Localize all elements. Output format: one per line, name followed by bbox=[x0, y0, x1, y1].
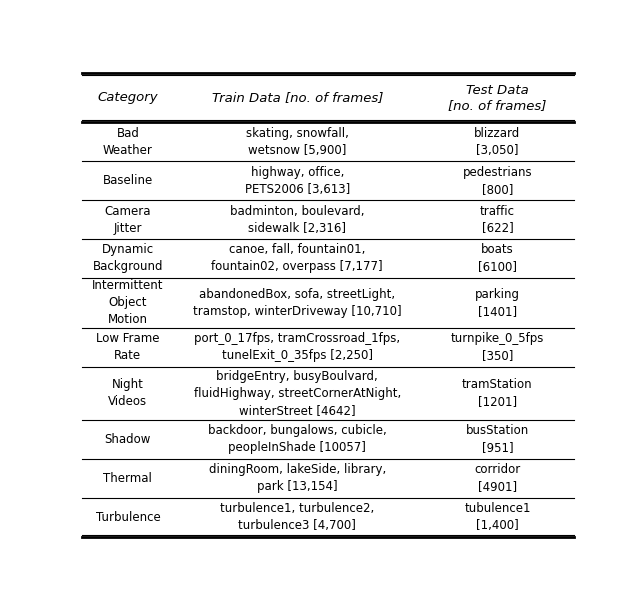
Text: Camera
Jitter: Camera Jitter bbox=[105, 205, 151, 234]
Text: canoe, fall, fountain01,
fountain02, overpass [7,177]: canoe, fall, fountain01, fountain02, ove… bbox=[211, 243, 383, 274]
Text: Low Frame
Rate: Low Frame Rate bbox=[96, 332, 159, 362]
Text: Intermittent
Object
Motion: Intermittent Object Motion bbox=[92, 280, 164, 326]
Text: turnpike_0_5fps
[350]: turnpike_0_5fps [350] bbox=[451, 332, 544, 362]
Text: Test Data
[no. of frames]: Test Data [no. of frames] bbox=[448, 84, 547, 112]
Text: pedestrians
[800]: pedestrians [800] bbox=[463, 165, 532, 196]
Text: Turbulence: Turbulence bbox=[95, 510, 160, 524]
Text: Category: Category bbox=[97, 91, 158, 104]
Text: bridgeEntry, busyBoulvard,
fluidHighway, streetCornerAtNight,
winterStreet [4642: bridgeEntry, busyBoulvard, fluidHighway,… bbox=[194, 370, 401, 417]
Text: corridor
[4901]: corridor [4901] bbox=[474, 463, 520, 493]
Text: Night
Videos: Night Videos bbox=[108, 378, 147, 408]
Text: port_0_17fps, tramCrossroad_1fps,
tunelExit_0_35fps [2,250]: port_0_17fps, tramCrossroad_1fps, tunelE… bbox=[195, 332, 401, 362]
Text: tubulence1
[1,400]: tubulence1 [1,400] bbox=[464, 502, 531, 532]
Text: traffic
[622]: traffic [622] bbox=[480, 205, 515, 234]
Text: highway, office,
PETS2006 [3,613]: highway, office, PETS2006 [3,613] bbox=[244, 165, 350, 196]
Text: boats
[6100]: boats [6100] bbox=[478, 243, 517, 274]
Text: badminton, boulevard,
sidewalk [2,316]: badminton, boulevard, sidewalk [2,316] bbox=[230, 205, 365, 234]
Text: abandonedBox, sofa, streetLight,
tramstop, winterDriveway [10,710]: abandonedBox, sofa, streetLight, tramsto… bbox=[193, 288, 402, 318]
Text: Thermal: Thermal bbox=[104, 472, 152, 484]
Text: backdoor, bungalows, cubicle,
peopleInShade [10057]: backdoor, bungalows, cubicle, peopleInSh… bbox=[208, 424, 387, 454]
Text: turbulence1, turbulence2,
turbulence3 [4,700]: turbulence1, turbulence2, turbulence3 [4… bbox=[220, 502, 374, 532]
Text: parking
[1401]: parking [1401] bbox=[475, 288, 520, 318]
Text: tramStation
[1201]: tramStation [1201] bbox=[462, 378, 532, 408]
Text: Dynamic
Background: Dynamic Background bbox=[93, 243, 163, 274]
Text: Baseline: Baseline bbox=[103, 174, 153, 187]
Text: diningRoom, lakeSide, library,
park [13,154]: diningRoom, lakeSide, library, park [13,… bbox=[209, 463, 386, 493]
Text: Bad
Weather: Bad Weather bbox=[103, 127, 153, 156]
Text: Train Data [no. of frames]: Train Data [no. of frames] bbox=[212, 91, 383, 104]
Text: Shadow: Shadow bbox=[105, 432, 151, 446]
Text: blizzard
[3,050]: blizzard [3,050] bbox=[474, 127, 520, 156]
Text: skating, snowfall,
wetsnow [5,900]: skating, snowfall, wetsnow [5,900] bbox=[246, 127, 349, 156]
Text: busStation
[951]: busStation [951] bbox=[466, 424, 529, 454]
